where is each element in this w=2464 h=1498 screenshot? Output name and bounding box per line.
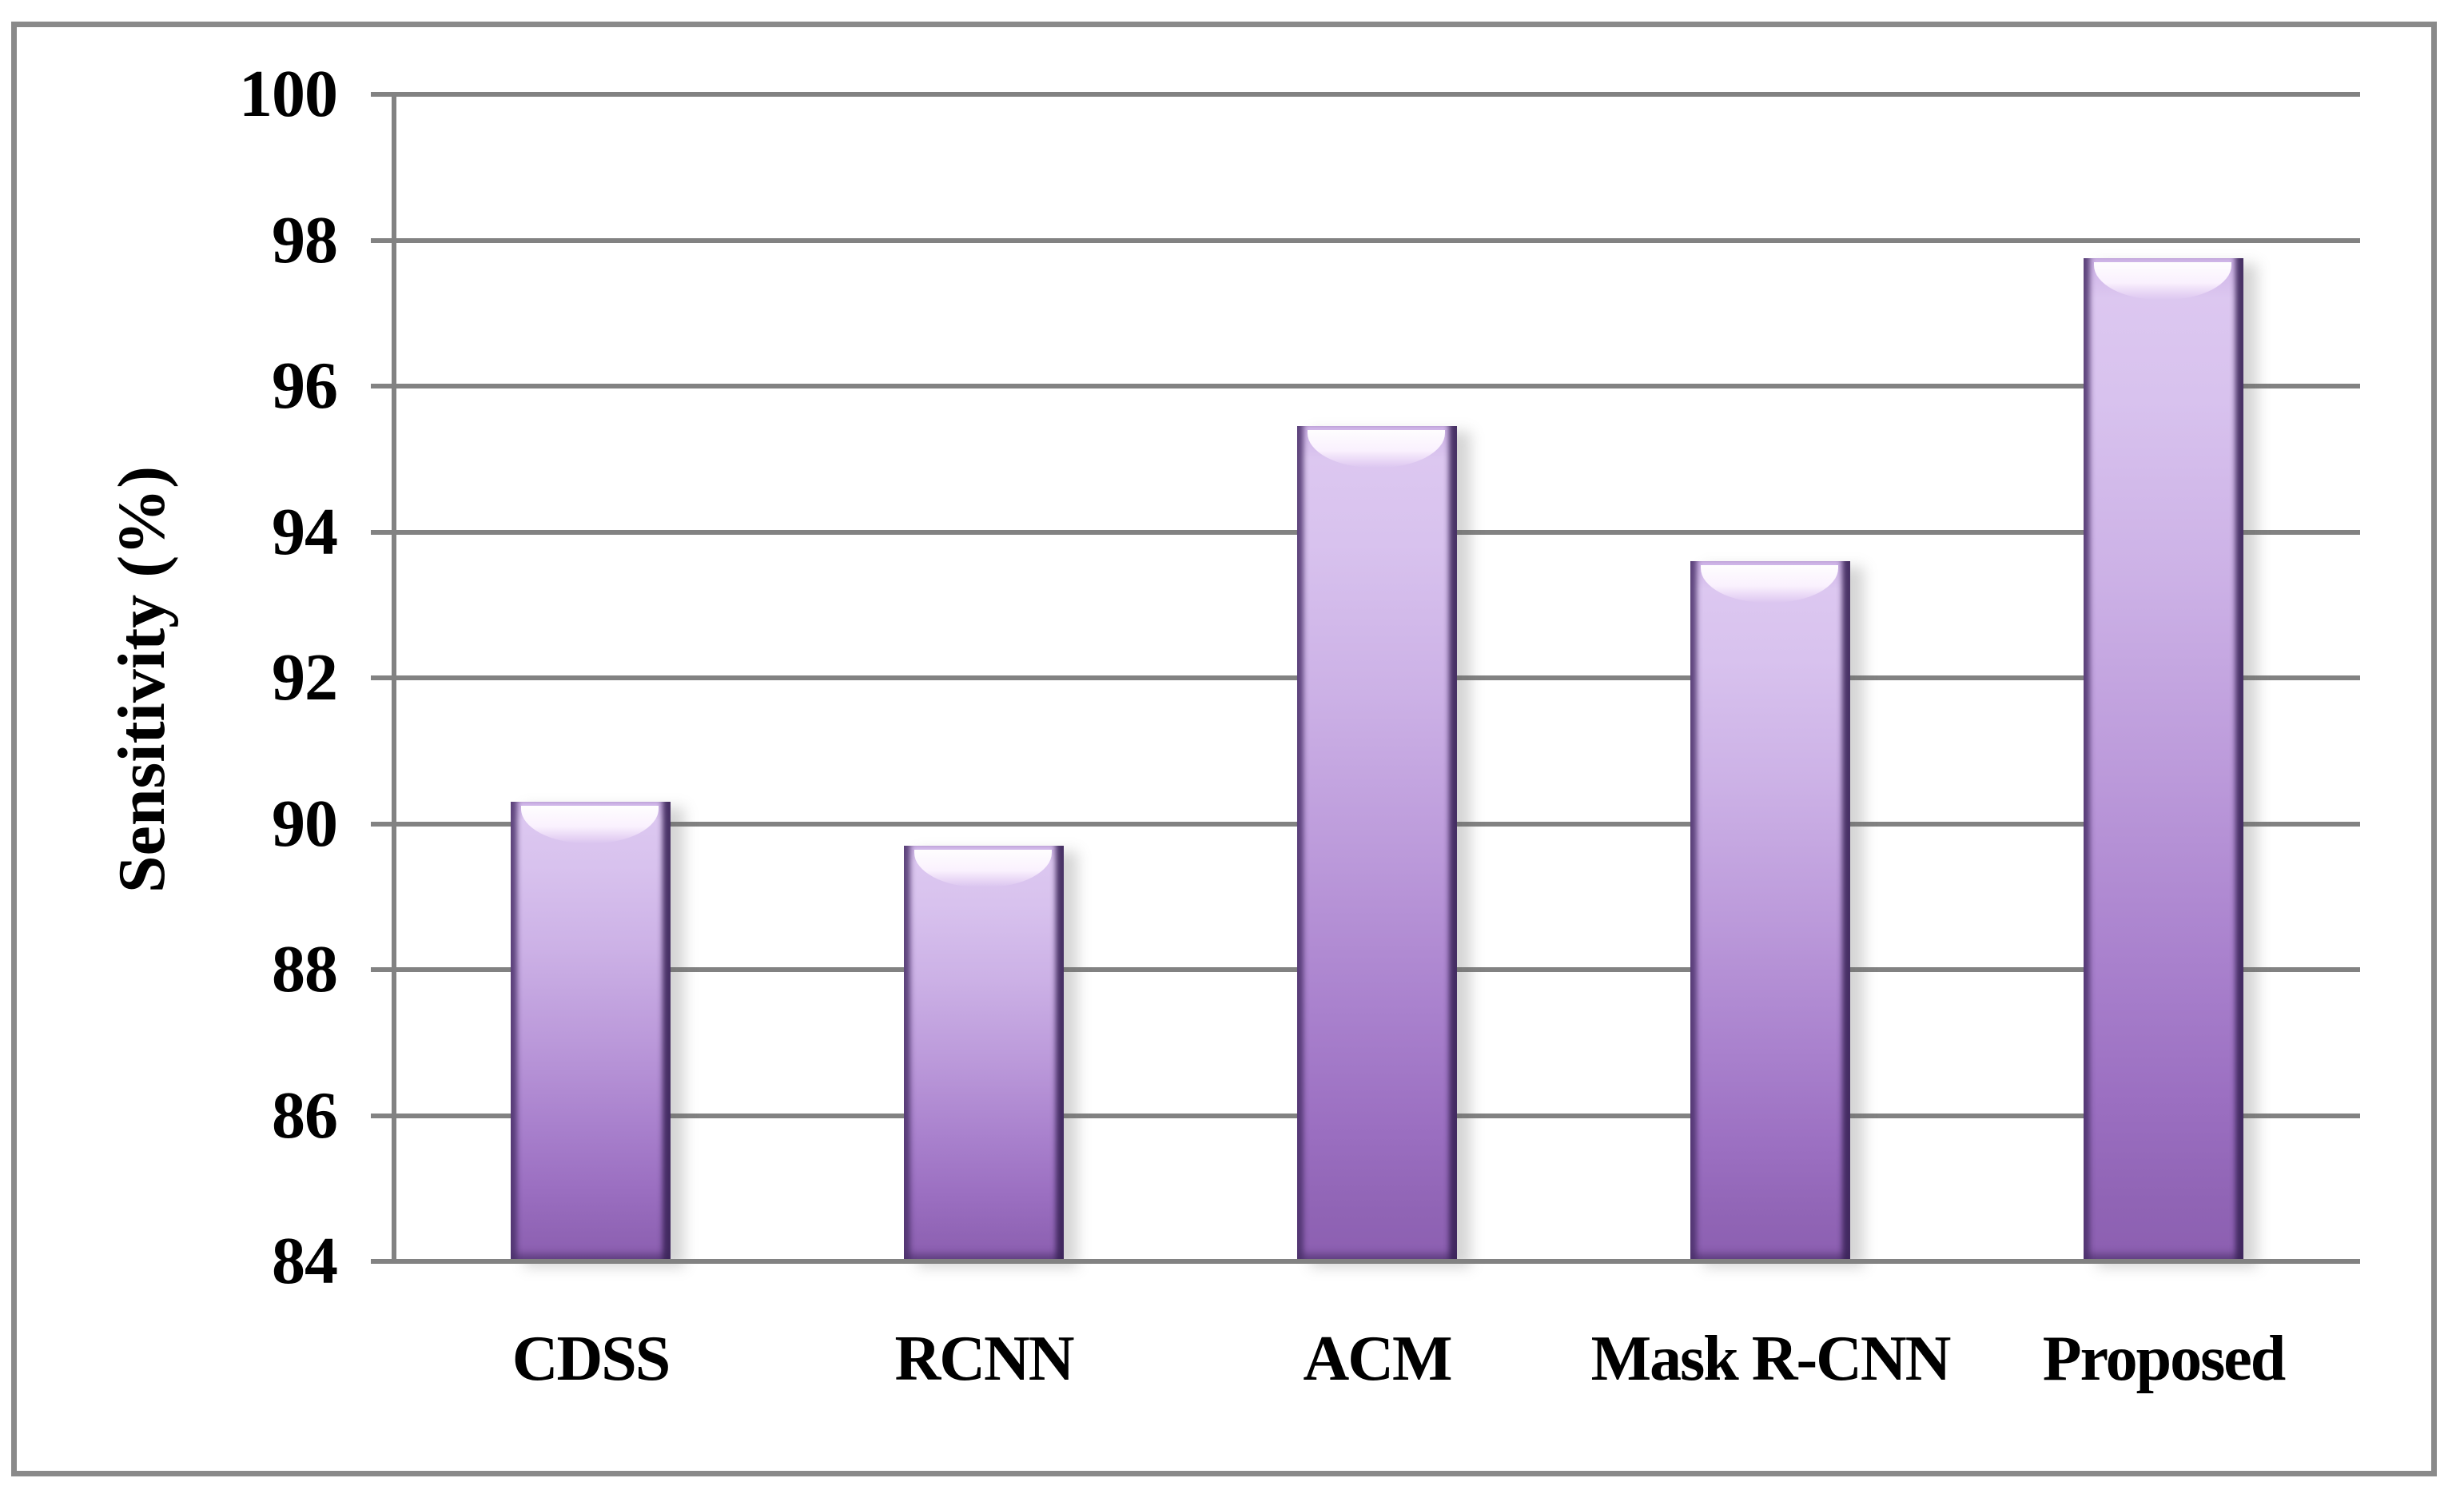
gridline-96	[394, 384, 2360, 388]
category-label-rcnn: RCNN	[894, 1324, 1074, 1394]
y-tick-label-84: 84	[272, 1224, 338, 1298]
bar-gloss-highlight	[914, 850, 1052, 887]
y-tick-92	[371, 675, 394, 680]
category-label-cdss: CDSS	[512, 1324, 671, 1394]
y-tick-94	[371, 530, 394, 535]
x-axis-line	[394, 1259, 2360, 1264]
y-axis-line	[392, 92, 396, 1264]
y-tick-label-94: 94	[272, 495, 338, 569]
y-tick-label-92: 92	[272, 640, 338, 715]
bar-gloss-highlight	[521, 806, 659, 843]
bar-rcnn	[904, 846, 1064, 1261]
y-tick-90	[371, 822, 394, 827]
y-tick-label-90: 90	[272, 787, 338, 861]
category-label-mask-r-cnn: Mask R-CNN	[1590, 1324, 1952, 1394]
chart-frame	[11, 22, 2437, 1476]
gridline-100	[394, 92, 2360, 97]
y-tick-84	[371, 1259, 394, 1264]
bar-proposed	[2084, 258, 2243, 1261]
bar-mask-r-cnn	[1690, 561, 1850, 1261]
y-tick-98	[371, 238, 394, 243]
y-tick-label-98: 98	[272, 203, 338, 277]
y-tick-96	[371, 384, 394, 388]
y-tick-label-100: 100	[239, 57, 338, 131]
bar-acm	[1297, 426, 1457, 1261]
bar-gloss-highlight	[1308, 430, 1445, 468]
y-tick-label-88: 88	[272, 932, 338, 1006]
category-label-acm: ACM	[1303, 1324, 1452, 1394]
y-tick-label-96: 96	[272, 349, 338, 423]
y-tick-86	[371, 1114, 394, 1118]
bar-cdss	[511, 802, 671, 1261]
y-tick-88	[371, 967, 394, 972]
bar-gloss-highlight	[1701, 565, 1838, 603]
bar-gloss-highlight	[2094, 262, 2231, 300]
gridline-98	[394, 238, 2360, 243]
y-tick-100	[371, 92, 394, 97]
y-tick-label-86: 86	[272, 1078, 338, 1153]
category-label-proposed: Proposed	[2042, 1324, 2287, 1394]
